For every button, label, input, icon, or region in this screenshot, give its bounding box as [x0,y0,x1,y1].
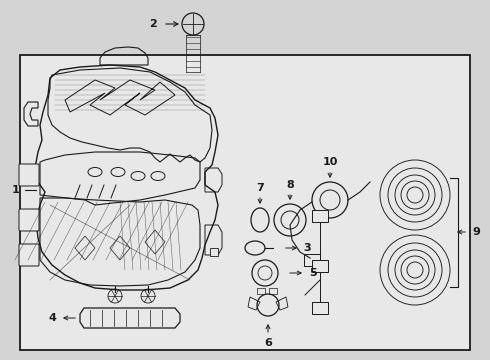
Text: 5: 5 [309,268,317,278]
FancyBboxPatch shape [19,209,39,231]
Text: 3: 3 [303,243,311,253]
Bar [304,254,320,266]
Text: 7: 7 [256,183,264,193]
Text: 10: 10 [322,157,338,167]
Bar [312,260,328,272]
Bar [210,248,218,256]
Text: 4: 4 [48,313,56,323]
FancyBboxPatch shape [19,244,39,266]
Text: 8: 8 [286,180,294,190]
Text: 1: 1 [12,185,20,195]
Bar [257,288,265,294]
FancyBboxPatch shape [19,164,39,186]
Bar [269,288,277,294]
Text: 9: 9 [472,227,480,237]
Text: 6: 6 [264,338,272,348]
Text: 2: 2 [149,19,157,29]
Bar [20,55,470,350]
Bar [312,210,328,222]
Bar [312,302,328,314]
